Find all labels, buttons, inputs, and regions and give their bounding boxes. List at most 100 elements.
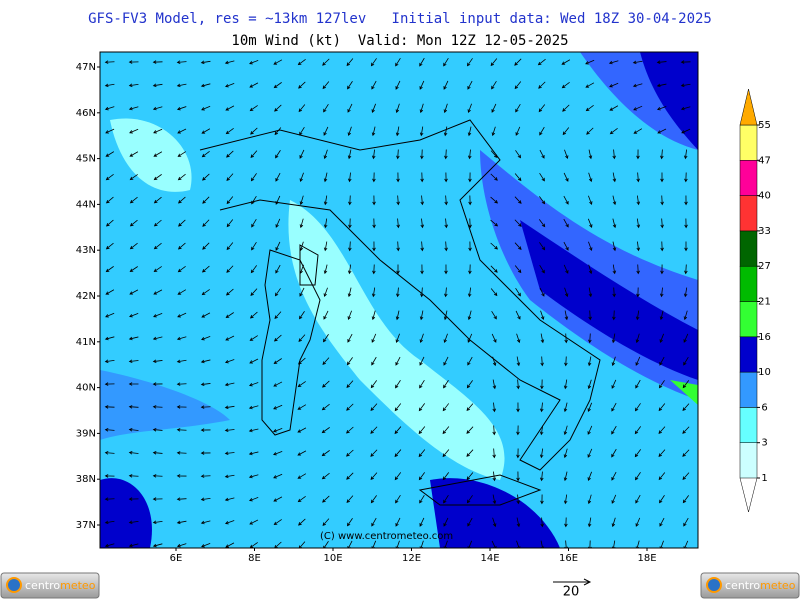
wind-arrow xyxy=(680,106,691,111)
wind-arrow xyxy=(611,448,617,458)
wind-arrow xyxy=(681,128,691,134)
wind-arrow xyxy=(635,494,641,504)
wind-arrow xyxy=(491,80,497,90)
wind-arrow xyxy=(322,518,330,527)
wind-arrow xyxy=(250,127,258,135)
wind-arrow xyxy=(322,495,330,503)
wind-arrow xyxy=(396,264,400,275)
wind-arrow xyxy=(539,126,545,136)
wind-arrow xyxy=(152,428,163,432)
wind-arrow xyxy=(636,218,641,229)
wind-arrow xyxy=(297,473,307,479)
wind-arrow xyxy=(563,195,569,205)
wind-arrow xyxy=(201,128,211,134)
wind-arrow xyxy=(251,241,257,251)
logo-text: meteo xyxy=(60,579,96,592)
wind-arrow xyxy=(466,449,474,457)
wind-arrow xyxy=(612,218,617,229)
wind-arrow xyxy=(468,241,472,252)
wind-arrow xyxy=(176,474,187,478)
logo-text: meteo xyxy=(760,579,796,592)
wind-arrow xyxy=(419,80,425,90)
wind-arrow xyxy=(201,105,211,111)
wind-arrow xyxy=(419,57,425,67)
wind-arrow xyxy=(612,241,617,252)
wind-arrow xyxy=(516,402,520,413)
wind-arrow xyxy=(611,517,616,528)
wind-arrow xyxy=(516,494,520,505)
wind-arrow xyxy=(152,106,163,111)
colorbar-label: 21 xyxy=(758,297,771,308)
wind-arrow xyxy=(468,218,472,229)
wind-arrow xyxy=(563,264,569,274)
wind-arrow xyxy=(297,404,307,410)
wind-arrow xyxy=(224,474,235,479)
wind-arrow xyxy=(659,517,665,527)
wind-arrow xyxy=(658,449,666,458)
sicily xyxy=(418,474,542,506)
wind-arrow xyxy=(224,382,235,387)
windy-zone xyxy=(100,370,230,440)
wind-arrow xyxy=(323,218,328,229)
wind-arrow xyxy=(176,405,187,409)
wind-arrow xyxy=(585,104,594,112)
wind-arrow xyxy=(395,494,401,504)
wind-arrow xyxy=(129,289,139,295)
wind-arrow xyxy=(347,333,353,343)
wind-arrow xyxy=(684,264,688,275)
wind-arrows xyxy=(104,57,691,548)
wind-arrow xyxy=(323,264,328,275)
wind-arrow xyxy=(516,379,520,390)
wind-arrow xyxy=(372,195,376,206)
wind-arrow xyxy=(128,106,139,111)
wind-arrow xyxy=(394,449,402,458)
wind-arrow xyxy=(611,471,617,481)
wind-arrow xyxy=(104,83,115,88)
wind-arrow xyxy=(612,264,617,275)
wind-arrow xyxy=(467,149,472,160)
wind-arrow xyxy=(635,333,640,344)
wind-arrow xyxy=(492,471,497,482)
wind-arrow xyxy=(612,310,616,321)
wind-arrow xyxy=(226,150,234,158)
wind-arrow xyxy=(443,310,448,321)
lat-label: 41N xyxy=(76,337,96,348)
wind-arrow xyxy=(299,149,305,159)
wind-arrow xyxy=(683,287,688,298)
wind-arrow xyxy=(588,172,593,183)
wind-arrow xyxy=(419,126,424,137)
strong-zone xyxy=(430,478,560,548)
lon-label: 8E xyxy=(248,553,261,564)
wind-arrow xyxy=(515,126,521,136)
wind-arrow xyxy=(660,149,664,160)
wind-arrow xyxy=(633,105,643,111)
wind-arrow xyxy=(275,150,281,159)
colorbar-segment xyxy=(739,230,758,267)
wind-arrow xyxy=(371,287,376,298)
svg-text:centrometeo: centrometeo xyxy=(725,579,796,592)
wind-arrow xyxy=(177,173,186,181)
lat-label: 43N xyxy=(76,245,96,256)
wind-arrow xyxy=(443,57,449,67)
wind-arrow xyxy=(395,103,400,114)
wind-arrow xyxy=(370,380,378,389)
wind-arrow xyxy=(634,449,642,458)
wind-arrow xyxy=(588,195,593,205)
wind-arrow xyxy=(539,242,546,251)
colorbar-arrow-bottom xyxy=(739,477,758,513)
lon-label: 14E xyxy=(480,553,499,564)
colorbar-segment xyxy=(739,160,758,196)
wind-arrow xyxy=(682,472,690,481)
wind-arrow xyxy=(514,58,522,66)
wind-arrow xyxy=(609,82,619,88)
wind-arrow xyxy=(442,403,450,412)
wind-arrow xyxy=(539,425,544,436)
wind-arrow xyxy=(299,311,305,320)
wind-arrow xyxy=(395,57,401,67)
colorbar-segment xyxy=(739,336,758,373)
wind-arrow xyxy=(348,218,352,229)
wind-arrow xyxy=(588,333,592,344)
wind-arrow xyxy=(636,264,640,275)
wind-arrow xyxy=(225,312,234,318)
wind-arrow xyxy=(128,497,139,501)
